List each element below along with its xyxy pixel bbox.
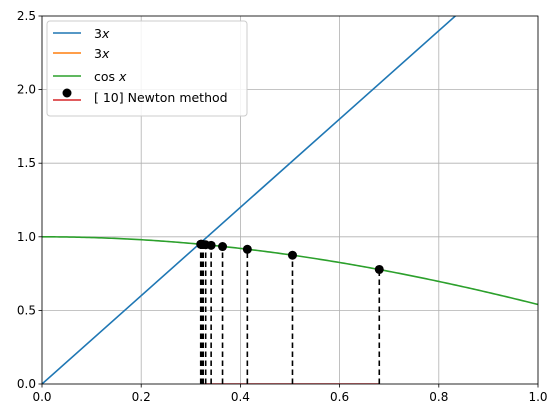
stem-marker [243,245,252,254]
x-tick-label: 0.6 [330,390,349,404]
y-tick-label: 1.0 [17,230,36,244]
y-tick-label: 0.5 [17,303,36,317]
y-tick-label: 2.5 [17,9,36,23]
legend-label-3x-blue: 3x [94,26,110,41]
legend-label-newton: [ 10] Newton method [94,90,228,105]
stem-marker [288,251,297,260]
legend-label-cos: cos x [94,69,127,84]
x-tick-label: 0.4 [231,390,250,404]
legend-swatch-newton-marker [63,89,72,98]
x-tick-label: 0.2 [132,390,151,404]
legend: 3x 3x cos x [ 10] Newton method [47,21,247,116]
stem-marker [375,265,384,274]
stem-marker [196,240,205,249]
legend-label-3x-orange: 3x [94,46,110,61]
x-tick-label: 0.8 [429,390,448,404]
x-tick-label: 0.0 [32,390,51,404]
x-tick-label: 1.0 [528,390,547,404]
stem-marker [218,242,227,251]
y-tick-label: 0.0 [17,377,36,391]
y-tick-label: 1.5 [17,156,36,170]
y-tick-label: 2.0 [17,83,36,97]
